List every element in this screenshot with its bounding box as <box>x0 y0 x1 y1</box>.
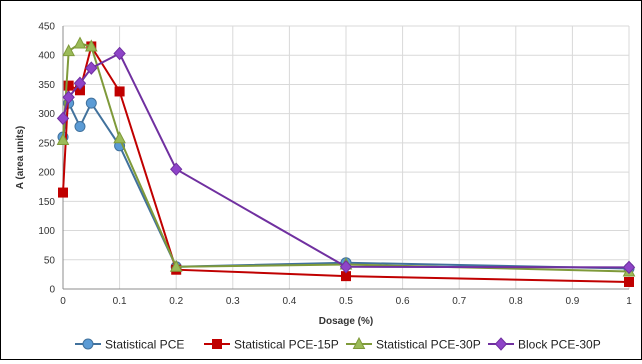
data-point <box>624 276 634 287</box>
y-tick-label: 450 <box>38 22 55 33</box>
grid-lines <box>62 25 630 290</box>
legend-marker <box>82 338 94 350</box>
y-tick-label: 150 <box>38 197 55 208</box>
legend-entry: Statistical PCE-15P <box>204 338 339 352</box>
data-point <box>73 36 87 49</box>
y-tick-label: 0 <box>49 285 55 296</box>
legend: Statistical PCE Statistical PCE-15P Statis… <box>75 336 601 352</box>
data-point <box>56 111 70 126</box>
x-tick-label: 0.1 <box>113 296 127 307</box>
x-tick-label: 0.6 <box>396 296 410 307</box>
y-tick-label: 300 <box>38 109 55 120</box>
x-tick-label: 0.4 <box>282 296 296 307</box>
series-4 <box>56 46 636 275</box>
legend-entry: Statistical PCE-30P <box>346 336 481 352</box>
x-tick-label: 0.9 <box>565 296 579 307</box>
x-tick-label: 0 <box>60 296 66 307</box>
x-tick-labels: 0 0.1 0.2 0.3 0.4 0.5 0.6 0.7 0.8 0.9 1 <box>60 296 632 307</box>
data-point <box>339 260 353 274</box>
data-point <box>56 132 70 145</box>
x-tick-label: 0.2 <box>169 296 183 307</box>
legend-marker <box>212 339 222 349</box>
series-group <box>56 36 636 287</box>
data-point <box>58 187 68 198</box>
legend-entry: Block PCE-30P <box>488 337 601 352</box>
data-point <box>74 121 86 133</box>
x-axis-title: Dosage (%) <box>319 316 373 327</box>
y-tick-label: 200 <box>38 168 55 179</box>
data-point <box>85 61 98 75</box>
data-point <box>62 44 75 57</box>
data-point <box>63 80 74 91</box>
data-point <box>169 259 183 272</box>
x-tick-label: 0.8 <box>509 296 523 307</box>
data-point <box>73 76 87 91</box>
data-point <box>622 260 636 275</box>
data-point <box>114 86 125 97</box>
x-tick-label: 0.3 <box>226 296 240 307</box>
y-tick-label: 250 <box>38 138 55 149</box>
y-tick-label: 400 <box>38 51 55 62</box>
data-point <box>113 46 126 61</box>
y-tick-label: 350 <box>38 80 55 91</box>
data-point <box>85 97 97 109</box>
legend-entry: Statistical PCE <box>75 338 184 352</box>
legend-label: Block PCE-30P <box>518 338 601 352</box>
legend-label: Statistical PCE-15P <box>234 338 339 352</box>
data-point <box>62 90 75 105</box>
y-tick-label: 50 <box>44 255 56 266</box>
x-tick-label: 1 <box>626 296 632 307</box>
y-axis-title: A (area units) <box>15 126 26 190</box>
data-point <box>84 39 98 52</box>
x-tick-label: 0.5 <box>339 296 353 307</box>
x-tick-label: 0.7 <box>452 296 466 307</box>
y-tick-label: 100 <box>38 226 55 237</box>
data-point <box>170 162 183 176</box>
legend-label: Statistical PCE-30P <box>376 338 481 352</box>
legend-label: Statistical PCE <box>105 338 184 352</box>
axes <box>62 26 629 290</box>
data-point <box>113 131 126 144</box>
legend-marker <box>352 336 366 349</box>
legend-marker <box>494 337 508 351</box>
y-tick-labels: 0 50 100 150 200 250 300 350 400 450 <box>38 22 55 296</box>
